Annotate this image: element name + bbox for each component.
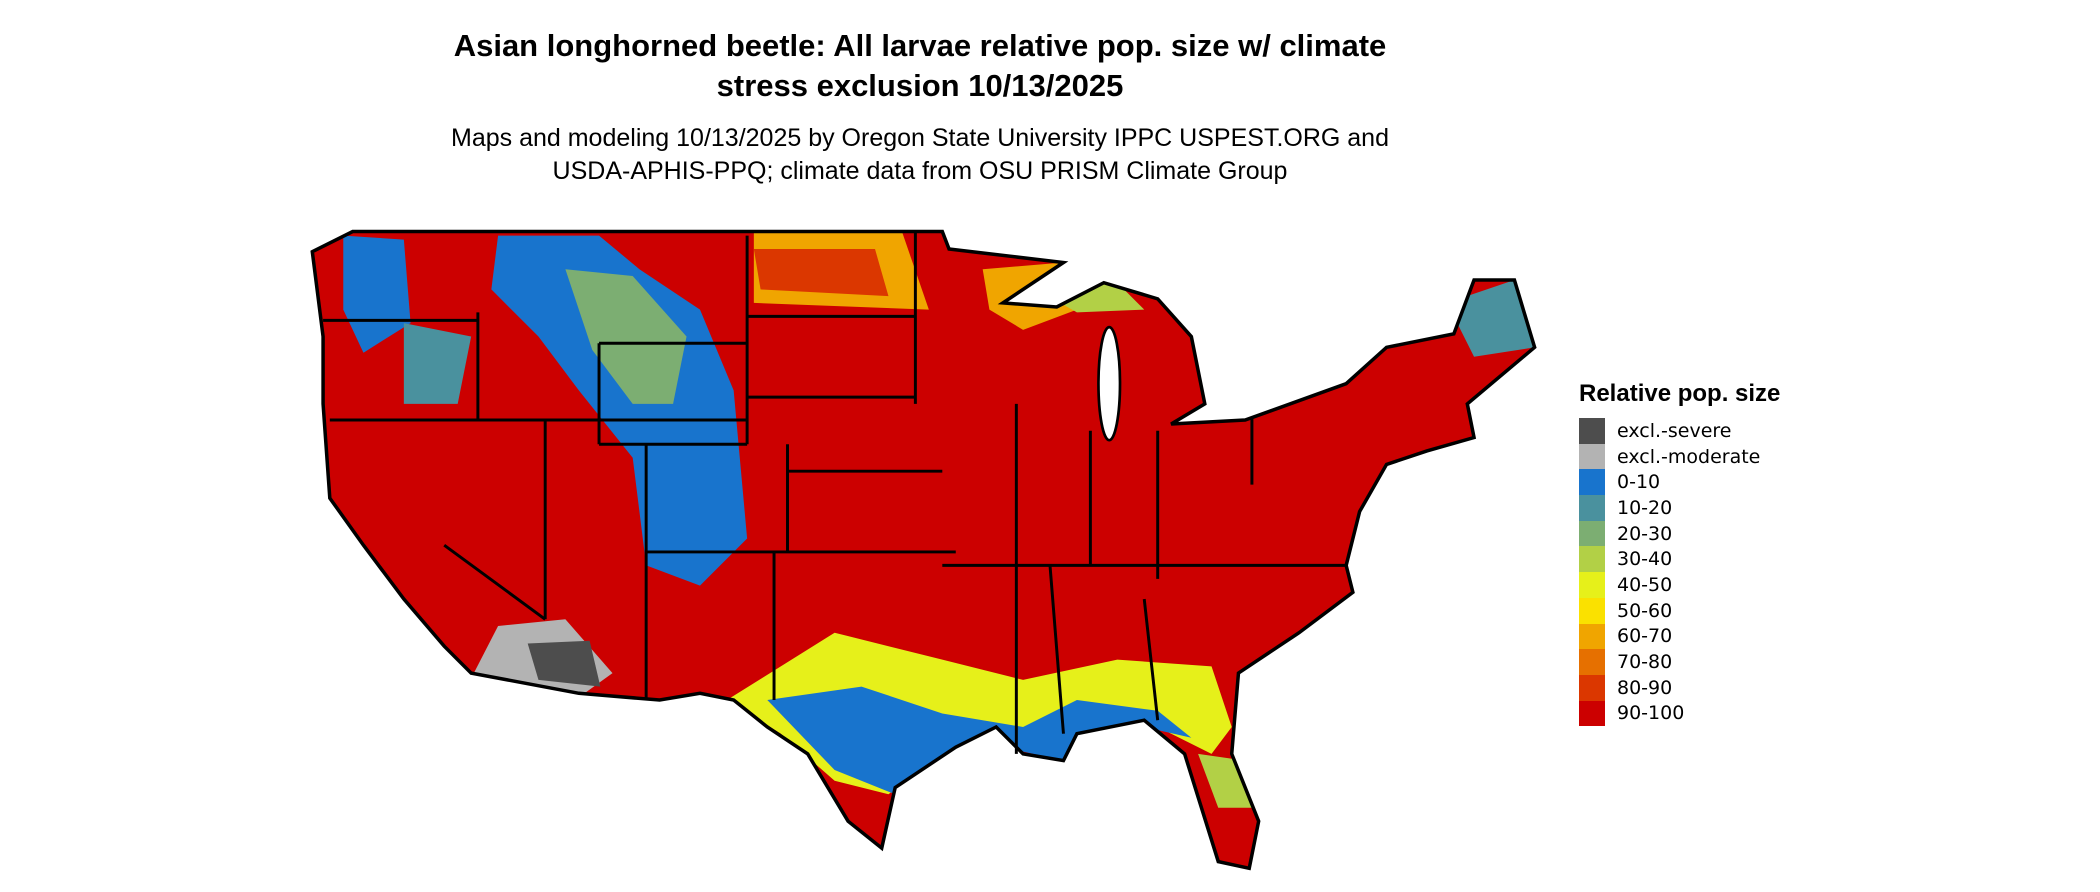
- suitability-patch: [565, 269, 687, 404]
- legend-item: excl.-severe: [1579, 418, 1780, 444]
- legend-item: 90-100: [1579, 700, 1780, 727]
- us-outline: [310, 229, 1537, 871]
- legend-item: 60-70: [1579, 623, 1780, 650]
- legend-label: 80-90: [1617, 676, 1673, 699]
- lake-michigan: [1097, 325, 1122, 442]
- legend-swatch: [1579, 674, 1605, 701]
- legend-item: 0-10: [1579, 469, 1780, 496]
- legend-swatch: [1579, 623, 1605, 650]
- suitability-patch: [1447, 280, 1535, 357]
- legend-label: 50-60: [1617, 599, 1673, 622]
- state-boundaries: [323, 231, 1347, 754]
- legend-item: excl.-moderate: [1579, 443, 1780, 470]
- title-line-2: stress exclusion 10/13/2025: [716, 68, 1124, 103]
- legend-label: 90-100: [1617, 702, 1685, 725]
- legend-swatch: [1579, 546, 1605, 573]
- legend-label: 30-40: [1617, 548, 1673, 571]
- legend-label: 60-70: [1617, 625, 1673, 648]
- legend-label: excl.-severe: [1617, 419, 1732, 442]
- legend-label: 40-50: [1617, 573, 1673, 596]
- state-boundary: [1142, 598, 1160, 721]
- legend-swatch: [1579, 469, 1605, 496]
- legend-item: 80-90: [1579, 674, 1780, 701]
- legend-swatch: [1579, 700, 1605, 727]
- legend-label: 70-80: [1617, 651, 1673, 674]
- title-line-1: Asian longhorned beetle: All larvae rela…: [453, 28, 1387, 63]
- map-title: Asian longhorned beetle: All larvae rela…: [380, 26, 1460, 106]
- legend-swatch: [1579, 495, 1605, 521]
- legend-item: 20-30: [1579, 520, 1780, 547]
- suitability-patches: [343, 231, 1535, 808]
- legend-swatch: [1579, 649, 1605, 675]
- legend-swatch: [1579, 418, 1605, 444]
- suitability-patch: [403, 323, 472, 404]
- legend-label: 10-20: [1617, 496, 1673, 519]
- legend-label: excl.-moderate: [1617, 445, 1761, 468]
- suitability-patch: [491, 235, 748, 586]
- map-subtitle: Maps and modeling 10/13/2025 by Oregon S…: [380, 122, 1460, 188]
- legend-item: 10-20: [1579, 495, 1780, 521]
- legend-label: 20-30: [1617, 522, 1673, 545]
- legend-item: 40-50: [1579, 572, 1780, 598]
- legend-label: 0-10: [1617, 471, 1661, 494]
- legend-item: 30-40: [1579, 546, 1780, 573]
- subtitle-line-2: USDA-APHIS-PPQ; climate data from OSU PR…: [552, 157, 1288, 185]
- legend-swatch: [1579, 597, 1605, 624]
- legend-swatch: [1579, 520, 1605, 547]
- suitability-patch: [527, 640, 601, 687]
- suitability-patch: [343, 235, 411, 353]
- legend-title: Relative pop. size: [1579, 380, 1781, 407]
- state-boundary: [443, 544, 547, 621]
- legend-swatch: [1579, 572, 1605, 598]
- subtitle-line-1: Maps and modeling 10/13/2025 by Oregon S…: [451, 124, 1389, 152]
- state-boundary: [1048, 565, 1065, 734]
- suitability-patch: [753, 249, 889, 297]
- legend: Relative pop. size excl.-severe excl.-mod…: [1579, 380, 1781, 727]
- legend-swatch: [1579, 443, 1605, 470]
- legend-item: 70-80: [1579, 649, 1780, 675]
- legend-item: 50-60: [1579, 597, 1780, 624]
